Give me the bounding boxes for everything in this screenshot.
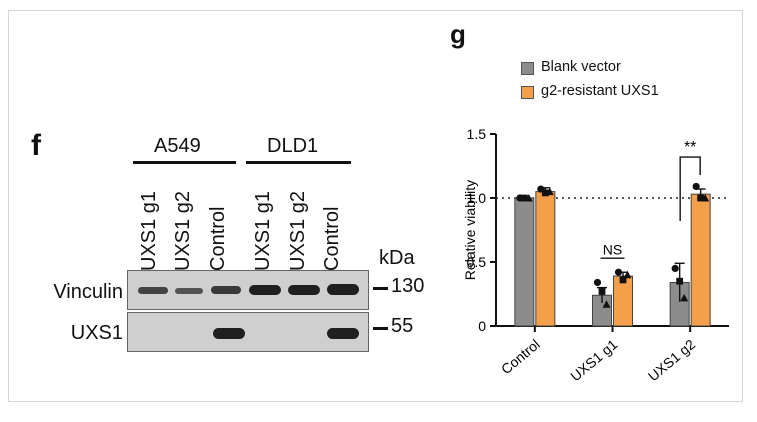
band-vinculin-2 — [175, 288, 203, 294]
marker-tick-130 — [373, 287, 388, 290]
lane-label-dld1-g1: UXS1 g1 — [252, 190, 274, 271]
blot-uxs1 — [127, 312, 369, 352]
data-point — [541, 189, 549, 197]
panel-g-letter: g — [450, 19, 466, 49]
band-vinculin-5 — [288, 285, 320, 295]
y-axis-label: Relative viability — [462, 180, 478, 280]
group-label-dld1: DLD1 — [267, 135, 319, 157]
data-point — [692, 182, 700, 191]
bar-g2-0 — [535, 191, 556, 327]
data-point — [602, 300, 611, 308]
data-point — [598, 288, 606, 295]
data-point — [701, 194, 710, 202]
data-point — [524, 194, 533, 202]
row-label-vinculin: Vinculin — [53, 281, 123, 303]
data-point — [671, 264, 679, 272]
significance-bracket — [679, 156, 701, 222]
data-point — [697, 194, 705, 202]
band-uxs1-dld1-control — [327, 328, 359, 339]
lane-label-dld1-g2: UXS1 g2 — [287, 190, 309, 271]
band-uxs1-a549-control — [213, 328, 245, 339]
lane-label-a549-g2: UXS1 g2 — [172, 190, 194, 271]
group-bar-dld1 — [246, 161, 351, 164]
band-vinculin-4 — [249, 285, 281, 295]
data-point — [520, 194, 528, 202]
y-tick-label: 0.5 — [467, 254, 487, 270]
data-point — [545, 187, 554, 196]
band-vinculin-1 — [138, 287, 168, 294]
x-tick-label: UXS1 g2 — [645, 336, 698, 384]
significance-label: ** — [684, 139, 696, 156]
kda-label: kDa — [379, 247, 415, 269]
panel-f-letter: f — [31, 129, 41, 162]
lane-label-a549-control: Control — [207, 206, 229, 271]
lane-label-dld1-control: Control — [321, 206, 343, 271]
chart-axes: 0 0.5 1.0 1.5 Relative viability Control UXS1 … — [462, 126, 729, 384]
viability-chart: 0 0.5 1.0 1.5 Relative viability Control UXS1 … — [462, 126, 729, 384]
figure-frame: f A549 DLD1 UXS1 g1 UXS1 g2 Control UXS1… — [8, 10, 743, 402]
bar-g2-2 — [690, 193, 711, 327]
marker-label-130: 130 — [391, 275, 425, 297]
y-tick-label: 1.0 — [467, 190, 487, 206]
data-point — [614, 268, 623, 276]
data-point — [623, 270, 632, 279]
ns-label: NS — [603, 241, 622, 257]
data-point — [676, 277, 684, 285]
bar-blank-0 — [514, 197, 535, 327]
data-point — [593, 278, 602, 287]
bar-g2-1 — [613, 275, 633, 327]
y-tick-label: 0 — [478, 318, 486, 334]
row-label-uxs1: UXS1 — [70, 322, 123, 344]
legend-swatch-blank-vector — [521, 62, 534, 75]
data-point — [680, 293, 689, 302]
y-tick-label: 1.5 — [467, 126, 487, 142]
group-bar-a549 — [133, 161, 236, 164]
legend-label-blank-vector: Blank vector — [541, 59, 621, 75]
legend-swatch-g2-resistant — [521, 86, 534, 99]
marker-tick-55 — [373, 327, 388, 330]
band-vinculin-3 — [211, 286, 241, 294]
lane-label-a549-g1: UXS1 g1 — [138, 190, 160, 271]
marker-label-55: 55 — [391, 315, 414, 337]
data-point — [619, 276, 627, 284]
group-label-a549: A549 — [154, 135, 201, 157]
x-tick-label: Control — [498, 336, 543, 377]
blot-vinculin — [127, 270, 369, 310]
band-vinculin-6 — [327, 284, 359, 295]
x-tick-label: UXS1 g1 — [567, 336, 620, 384]
legend-label-g2-resistant: g2-resistant UXS1 — [541, 83, 659, 99]
